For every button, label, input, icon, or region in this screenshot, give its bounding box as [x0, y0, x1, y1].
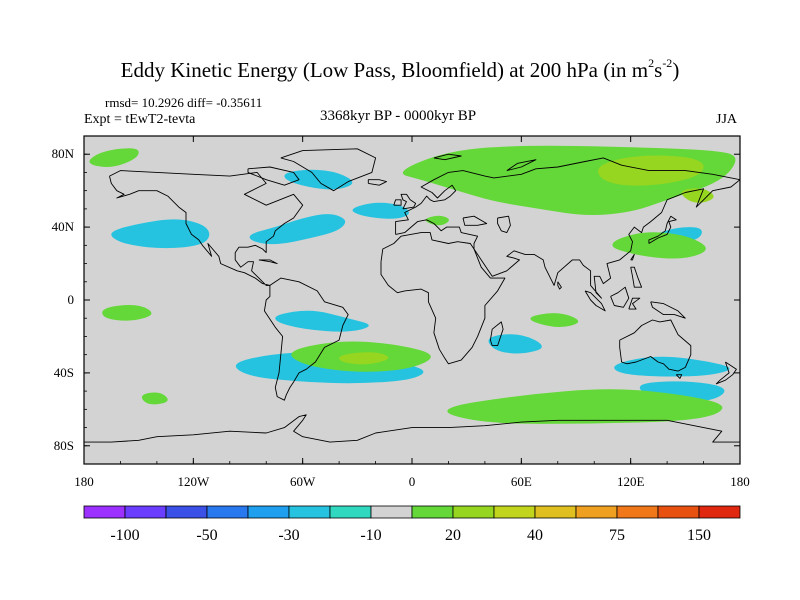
colorbar-bin	[411, 505, 454, 519]
colorbar-bin	[83, 505, 126, 519]
colorbar-bin	[493, 505, 536, 519]
coastline-sulawesi	[628, 297, 641, 310]
period-label: 3368kyr BP - 0000kyr BP	[320, 108, 477, 124]
colorbar-bin	[124, 505, 167, 519]
anomaly-region-cyan-0	[111, 219, 210, 249]
colorbar-bin	[329, 505, 372, 519]
colorbar-label: -100	[110, 527, 139, 544]
coastline-antarctica	[84, 414, 740, 443]
coastline-new-guinea	[650, 301, 686, 319]
coastline-north-america	[109, 170, 304, 286]
colorbar-bin	[657, 505, 700, 519]
colorbar-label: 150	[687, 527, 711, 544]
coastline-south-america	[263, 277, 349, 401]
title-sup-2: -2	[662, 56, 673, 70]
coastline-cuba	[258, 259, 278, 265]
colorbar-label: -30	[278, 527, 299, 544]
anomaly-region-cyan-3	[352, 202, 409, 219]
colorbar-label: 75	[609, 527, 625, 544]
anomaly-region-green-18	[447, 389, 723, 424]
colorbar-bin	[288, 505, 331, 519]
coastline-philippines	[630, 266, 643, 288]
anomaly-region-lime-20	[339, 352, 389, 365]
colorbar-bin	[575, 505, 618, 519]
lon-tick-label: 60W	[290, 474, 316, 489]
coastline-svalbard	[433, 153, 462, 161]
anomaly-region-green-17	[141, 392, 168, 405]
colorbar-bin	[698, 505, 741, 519]
colorbar-bin	[370, 505, 413, 519]
colorbar: -100 -50 -30 -10 20 40 75 150	[83, 505, 741, 544]
anomaly-region-cyan-6	[488, 334, 542, 354]
coastline-taiwan	[630, 253, 635, 261]
coastline-black-sea	[462, 215, 488, 226]
coastline-iceland	[367, 179, 387, 186]
anomaly-region-green-12	[612, 232, 706, 259]
coastline-caspian	[497, 215, 511, 234]
coastline-madagascar	[489, 321, 504, 347]
coastline-tasmania	[675, 374, 683, 379]
anomaly-region-green-10	[89, 148, 139, 167]
anomaly-region-green-15	[530, 313, 579, 327]
coastline-eurasia	[395, 157, 740, 299]
coastline-sumatra	[584, 290, 606, 312]
lon-tick-label: 120E	[617, 474, 645, 489]
colorbar-bin	[534, 505, 577, 519]
colorbar-bin	[206, 505, 249, 519]
anomaly-region-green-13	[425, 215, 449, 226]
title-main: Eddy Kinetic Energy (Low Pass, Bloomfiel…	[120, 58, 649, 82]
coastline-novaya-zemlya	[506, 159, 537, 172]
plot-title: Eddy Kinetic Energy (Low Pass, Bloomfiel…	[0, 56, 800, 83]
colorbar-bin	[452, 505, 495, 519]
stats-label: rmsd= 10.2926 diff= -0.35611	[105, 95, 263, 110]
title-close: )	[672, 58, 680, 82]
lon-tick-label: 120W	[177, 474, 210, 489]
colorbar-bin	[247, 505, 290, 519]
lat-tick-label: 40S	[54, 365, 74, 380]
anomaly-region-cyan-7	[614, 356, 730, 377]
coastlines	[84, 148, 740, 443]
colorbar-bin	[165, 505, 208, 519]
colorbar-label: 20	[445, 527, 461, 544]
coastline-borneo	[610, 286, 630, 308]
colorbar-label: -10	[360, 527, 381, 544]
title-mid: s	[654, 58, 663, 82]
lon-tick-label: 0	[409, 474, 416, 489]
coastline-greenland	[280, 148, 377, 192]
coastline-australia	[619, 319, 692, 372]
title-sup-1: 2	[648, 56, 655, 70]
axis-ticks: 80N 40N 0 40S 80S 180 120W 60W 0 60E 120E 180	[52, 136, 750, 489]
coastline-africa	[380, 232, 506, 365]
lat-tick-label: 80N	[52, 146, 75, 161]
experiment-label: Expt = tEwT2-tevta	[84, 112, 196, 127]
colorbar-bin	[616, 505, 659, 519]
coastline-baffin	[247, 166, 300, 186]
coastline-sri-lanka	[557, 281, 562, 290]
lat-tick-label: 80S	[54, 438, 74, 453]
coastline-britain	[400, 193, 417, 210]
lon-tick-label: 60E	[511, 474, 532, 489]
lon-tick-label: 180	[74, 474, 94, 489]
anomaly-region-green-14	[102, 305, 152, 321]
coastline-ireland	[393, 199, 402, 206]
anomaly-region-cyan-2	[284, 169, 353, 190]
colorbar-label: 40	[527, 527, 543, 544]
season-label: JJA	[716, 112, 738, 127]
coastline-new-zealand	[715, 361, 737, 385]
coastline-japan	[648, 215, 677, 244]
lat-tick-label: 40N	[52, 219, 75, 234]
lon-tick-label: 180	[730, 474, 750, 489]
colorbar-label: -50	[196, 527, 217, 544]
anomaly-region-cyan-4	[275, 310, 369, 332]
lat-tick-label: 0	[68, 292, 75, 307]
